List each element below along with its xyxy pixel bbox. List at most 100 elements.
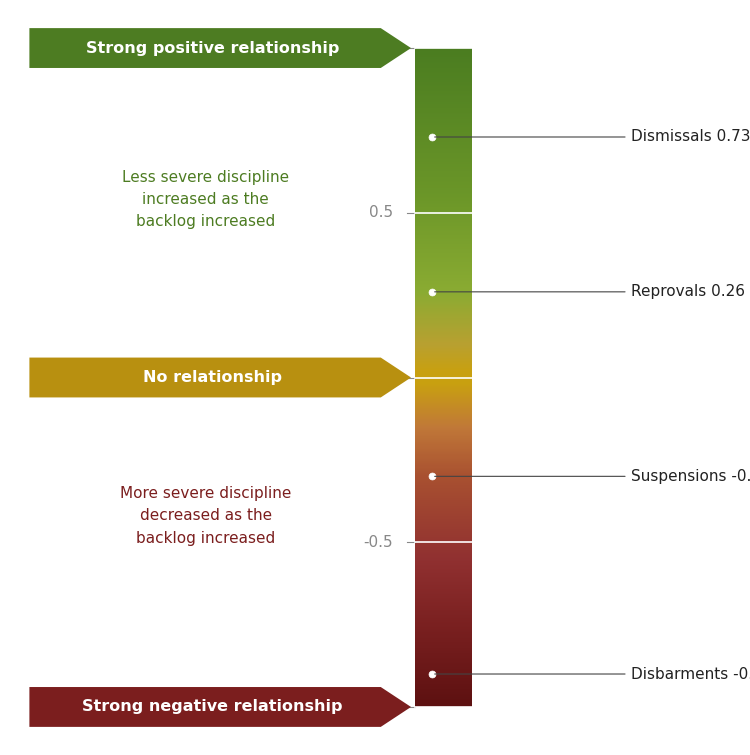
Bar [415,382,472,383]
Bar [415,397,472,399]
Bar [415,626,472,627]
Bar [415,221,472,223]
Bar [415,384,472,385]
Bar [415,334,472,336]
Bar [415,227,472,228]
Bar [415,638,472,639]
Bar [415,230,472,232]
Bar [415,127,472,128]
Bar [415,594,472,595]
Bar [415,646,472,648]
Bar [415,111,472,112]
Bar [415,556,472,558]
Bar [415,608,472,609]
Bar [415,322,472,324]
Bar [415,544,472,546]
Bar [415,641,472,643]
Bar [415,649,472,650]
Bar [415,576,472,578]
Bar [415,168,472,169]
Bar [415,421,472,423]
Bar [415,607,472,608]
Bar [415,263,472,264]
Bar [415,673,472,674]
Bar [415,706,472,707]
Bar [415,416,472,417]
Bar [415,419,472,421]
Bar [415,170,472,171]
Bar [415,172,472,173]
Bar [415,440,472,441]
Bar [415,104,472,105]
Bar [415,504,472,505]
Bar [415,586,472,587]
Bar [415,208,472,209]
Bar [415,472,472,473]
Bar [415,463,472,464]
Bar [415,665,472,667]
Bar [415,59,472,60]
Bar [415,493,472,494]
Bar [415,552,472,553]
Bar [415,213,472,214]
Text: No relationship: No relationship [142,370,282,385]
Bar [415,566,472,568]
Bar [415,157,472,158]
Bar [415,484,472,485]
Bar [415,381,472,382]
Bar [415,354,472,356]
Bar [415,204,472,205]
Bar [415,447,472,448]
Bar [415,562,472,563]
Bar [415,433,472,435]
Bar [415,206,472,208]
Bar [415,356,472,358]
Bar [415,283,472,284]
Bar [415,326,472,327]
Bar [415,632,472,633]
Bar [415,331,472,332]
Bar [415,87,472,88]
Bar [415,687,472,689]
Bar [415,551,472,552]
Bar [415,131,472,133]
Bar [415,413,472,414]
Bar [415,479,472,481]
Bar [415,257,472,259]
Bar [415,662,472,663]
Bar [415,308,472,310]
Bar [415,71,472,72]
Bar [415,82,472,83]
Bar [415,486,472,487]
Bar [415,559,472,561]
Bar [415,160,472,161]
Bar [415,155,472,156]
Polygon shape [29,687,411,727]
Bar [415,461,472,462]
Bar [415,506,472,507]
Bar [415,117,472,119]
Bar [415,448,472,449]
Bar [415,664,472,665]
Bar [415,153,472,155]
Bar [415,570,472,571]
Bar [415,667,472,668]
Text: Strong positive relationship: Strong positive relationship [86,41,339,56]
Bar [415,332,472,334]
Bar [415,597,472,598]
Bar [415,215,472,216]
Bar [415,99,472,100]
Bar [415,474,472,475]
Bar [415,578,472,580]
Bar [415,319,472,320]
Bar [415,538,472,539]
Bar [415,441,472,442]
Bar [415,375,472,377]
Bar [415,274,472,276]
Bar [415,58,472,59]
Bar [415,431,472,433]
Bar [415,443,472,445]
Bar [415,136,472,137]
Bar [415,409,472,411]
Bar [415,124,472,125]
